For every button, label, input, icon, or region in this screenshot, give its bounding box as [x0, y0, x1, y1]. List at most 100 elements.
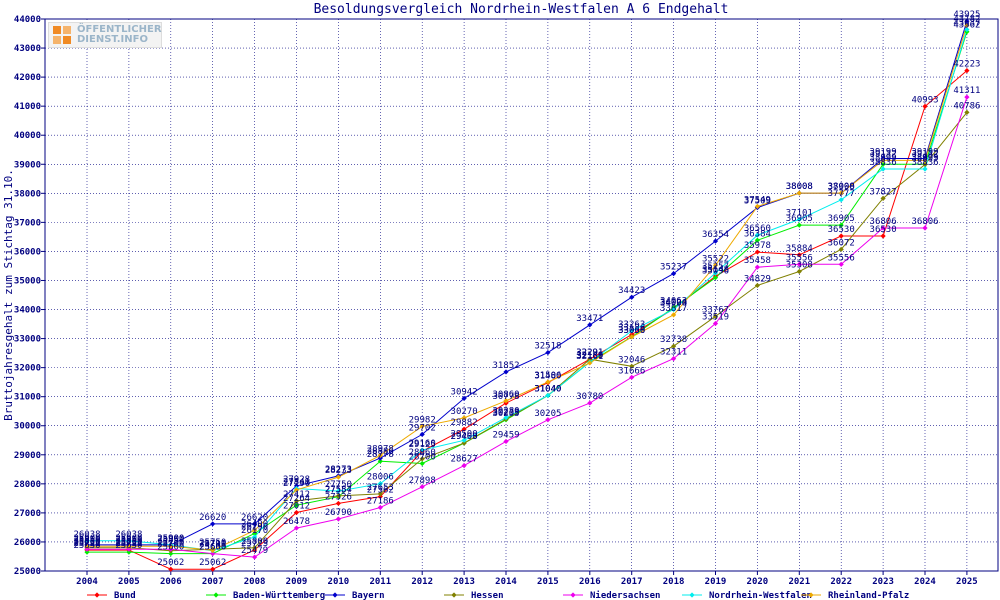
data-label: 43562	[953, 21, 980, 31]
legend-swatch-marker	[689, 592, 695, 598]
data-point	[754, 203, 760, 210]
data-label: 29500	[451, 429, 478, 439]
data-label: 33817	[660, 304, 687, 314]
y-tick-label: 26000	[14, 538, 41, 548]
data-label: 35522	[702, 254, 729, 264]
y-tick-label: 41000	[14, 102, 41, 112]
data-point	[335, 493, 341, 499]
y-tick-label: 29000	[14, 451, 41, 461]
data-point	[629, 374, 635, 380]
data-label: 27186	[367, 496, 394, 506]
data-label: 27557	[325, 486, 352, 496]
x-tick-label: 2019	[705, 577, 727, 587]
data-point	[587, 356, 593, 362]
data-label: 39199	[870, 147, 897, 157]
data-point	[461, 440, 467, 446]
legend-swatch-marker	[808, 592, 814, 598]
data-point	[293, 502, 300, 508]
data-label: 34000	[660, 299, 687, 309]
data-point	[796, 190, 802, 196]
y-tick-label: 37000	[14, 218, 41, 228]
data-point	[377, 504, 383, 511]
data-label: 27562	[367, 486, 394, 496]
y-tick-label: 42000	[14, 73, 41, 83]
plot-area	[44, 18, 999, 572]
y-tick-label: 33000	[14, 335, 41, 345]
data-label: 39199	[911, 147, 938, 157]
data-point	[922, 161, 928, 168]
data-label: 36806	[911, 217, 938, 227]
data-point	[293, 487, 300, 493]
data-label: 32311	[660, 348, 687, 358]
data-label: 35458	[744, 256, 771, 266]
data-points	[84, 18, 970, 572]
data-label: 33471	[576, 314, 603, 324]
data-label: 25850	[73, 535, 100, 545]
data-label: 35556	[828, 253, 855, 263]
data-point	[796, 222, 802, 228]
data-point	[838, 246, 844, 252]
data-label: 37827	[870, 187, 897, 197]
data-point	[964, 18, 970, 24]
data-point	[252, 530, 258, 537]
data-label: 25062	[157, 558, 184, 568]
data-label: 43782	[953, 14, 980, 24]
data-point	[210, 566, 216, 572]
data-label: 26038	[73, 530, 100, 540]
data-label: 25900	[157, 534, 184, 544]
data-label: 37777	[828, 189, 855, 199]
data-point	[671, 270, 677, 277]
data-label: 28700	[409, 453, 436, 463]
grid	[45, 18, 998, 572]
data-label: 25600	[199, 543, 226, 553]
legend-swatch-marker	[213, 592, 219, 598]
data-label: 29459	[492, 430, 519, 440]
data-label: 27012	[283, 502, 310, 512]
y-tick-label: 28000	[14, 480, 41, 490]
data-label: 26790	[325, 508, 352, 518]
data-point	[461, 426, 467, 432]
data-point	[754, 264, 760, 270]
data-label: 25650	[73, 541, 100, 551]
data-label: 29702	[409, 423, 436, 433]
data-point	[252, 521, 258, 527]
data-label: 27790	[283, 479, 310, 489]
data-point	[210, 547, 216, 553]
data-label: 27264	[283, 494, 310, 504]
y-tick-label: 35000	[14, 276, 41, 286]
data-label: 29160	[409, 439, 436, 449]
data-label: 26170	[241, 526, 268, 536]
data-label: 30205	[534, 409, 561, 419]
data-label: 28233	[325, 466, 352, 476]
data-label: 31666	[618, 366, 645, 376]
data-label: 25723	[241, 539, 268, 549]
data-point	[629, 328, 635, 334]
data-point	[922, 103, 928, 109]
data-point	[545, 349, 551, 356]
data-label: 25850	[115, 535, 142, 545]
data-label: 37509	[744, 197, 771, 207]
data-point	[252, 545, 258, 551]
data-label: 43925	[953, 10, 980, 20]
data-label: 28273	[325, 465, 352, 475]
data-label: 35096	[702, 267, 729, 277]
data-label: 32189	[576, 351, 603, 361]
data-label: 29982	[409, 415, 436, 425]
data-point	[84, 538, 90, 544]
data-label: 33056	[618, 326, 645, 336]
data-label: 38836	[911, 158, 938, 168]
series-line	[87, 96, 968, 558]
data-label: 43637	[953, 19, 980, 29]
data-point	[754, 282, 760, 289]
data-label: 32291	[576, 348, 603, 358]
data-label: 25721	[115, 539, 142, 549]
data-point	[168, 546, 174, 552]
data-label: 27412	[283, 490, 310, 500]
data-label: 25800	[241, 537, 268, 547]
logo: ÖFFENTLICHER DIENST.INFO	[48, 22, 162, 48]
data-point	[84, 549, 90, 555]
data-point	[880, 157, 886, 164]
x-tick-label: 2011	[369, 577, 391, 587]
data-point	[964, 94, 970, 100]
data-point	[880, 166, 886, 172]
